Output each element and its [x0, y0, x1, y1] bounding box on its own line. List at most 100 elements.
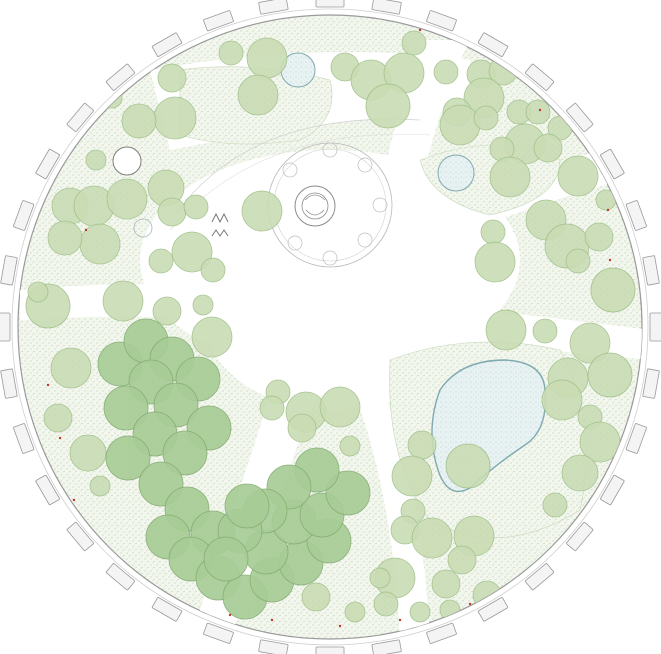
outer-ring: [11, 8, 649, 646]
tree-canopy: [445, 443, 491, 489]
tree-canopy: [480, 219, 506, 245]
tree-canopy: [485, 309, 527, 351]
wall-segment: [105, 63, 136, 91]
wall-segment: [0, 368, 18, 399]
tree-canopy: [339, 435, 361, 457]
tree-canopy: [85, 149, 107, 171]
wall-segment: [151, 32, 183, 57]
flower-dot: [418, 28, 422, 32]
tree-canopy: [541, 379, 583, 421]
tree-canopy: [153, 96, 197, 140]
tree-canopy: [407, 430, 437, 460]
flower-dot: [538, 108, 542, 112]
flower-dot: [58, 436, 62, 440]
tree-canopy: [473, 105, 499, 131]
tree-canopy: [121, 103, 157, 139]
flower-dot: [148, 598, 152, 602]
wall-segment: [315, 0, 345, 8]
flower-dot: [616, 468, 620, 472]
wall-segment: [35, 148, 60, 180]
wall-segment: [35, 474, 60, 506]
flower-dot: [270, 618, 274, 622]
wall-segment: [426, 10, 457, 32]
tree-canopy: [373, 591, 399, 617]
wall-segment: [0, 255, 18, 286]
tree-canopy: [102, 280, 144, 322]
wall-segment: [426, 622, 457, 644]
flower-dot: [558, 558, 562, 562]
tree-canopy: [259, 395, 285, 421]
tree-canopy: [183, 194, 209, 220]
flower-dot: [468, 602, 472, 606]
trees-grove-canopy: [97, 318, 371, 620]
tree-canopy: [584, 222, 614, 252]
tree-canopy: [106, 178, 148, 220]
tree-canopy: [411, 517, 453, 559]
flower-dot: [338, 624, 342, 628]
tree-canopy: [192, 294, 214, 316]
tree-canopy: [391, 455, 433, 497]
tree-canopy: [152, 296, 182, 326]
tree-canopy: [103, 385, 149, 431]
tree-canopy: [47, 220, 83, 256]
tree-canopy: [101, 87, 123, 109]
wall-segment: [258, 0, 289, 15]
wall-segment: [105, 563, 136, 591]
flower-dot: [606, 208, 610, 212]
tree-canopy: [489, 156, 531, 198]
wall-segment: [649, 312, 661, 342]
wall-segment: [151, 597, 183, 622]
tree-canopy: [319, 386, 361, 428]
tree-canopy: [203, 536, 249, 582]
tree-canopy: [431, 569, 461, 599]
bench-circle: [133, 218, 153, 238]
tree-canopy: [325, 470, 371, 516]
tree-canopy: [447, 545, 477, 575]
water-basin-east: [437, 154, 475, 192]
wall-segment: [566, 102, 594, 133]
tree-canopy: [148, 248, 174, 274]
wall-segment: [625, 423, 647, 454]
wall-segment: [477, 597, 509, 622]
tree-canopy: [533, 133, 563, 163]
tree-canopy: [162, 430, 208, 476]
wall-segment: [66, 521, 94, 552]
wall-segment: [625, 200, 647, 231]
tree-canopy: [200, 257, 226, 283]
tree-canopy: [401, 30, 427, 56]
tree-canopy: [157, 197, 187, 227]
flower-dot: [398, 618, 402, 622]
wall-segment: [371, 0, 402, 15]
tree-canopy: [587, 352, 633, 398]
tree-canopy: [433, 59, 459, 85]
tree-canopy: [525, 99, 551, 125]
wall-segment: [600, 148, 625, 180]
tree-canopy: [43, 403, 73, 433]
tree-canopy: [565, 248, 591, 274]
tree-canopy: [369, 567, 391, 589]
tree-canopy: [344, 601, 366, 623]
wall-segment: [315, 646, 345, 654]
flower-dot: [228, 613, 232, 617]
flower-dot: [608, 258, 612, 262]
wall-segment: [642, 368, 660, 399]
trees-light-canopy: [25, 30, 636, 623]
seating-detail: [211, 212, 229, 237]
tree-canopy: [171, 231, 213, 273]
wall-segment: [642, 255, 660, 286]
tree-canopy: [409, 601, 431, 623]
tree-canopy: [579, 421, 621, 463]
wall-segment: [66, 102, 94, 133]
wall-segment: [566, 521, 594, 552]
tree-canopy: [191, 316, 233, 358]
wall-segment: [600, 474, 625, 506]
flower-dot: [84, 228, 88, 232]
tree-canopy: [474, 241, 516, 283]
wall-segment: [524, 563, 555, 591]
tree-canopy: [157, 63, 187, 93]
tree-canopy: [50, 347, 92, 389]
tree-canopy: [542, 492, 568, 518]
tree-canopy: [557, 155, 599, 197]
